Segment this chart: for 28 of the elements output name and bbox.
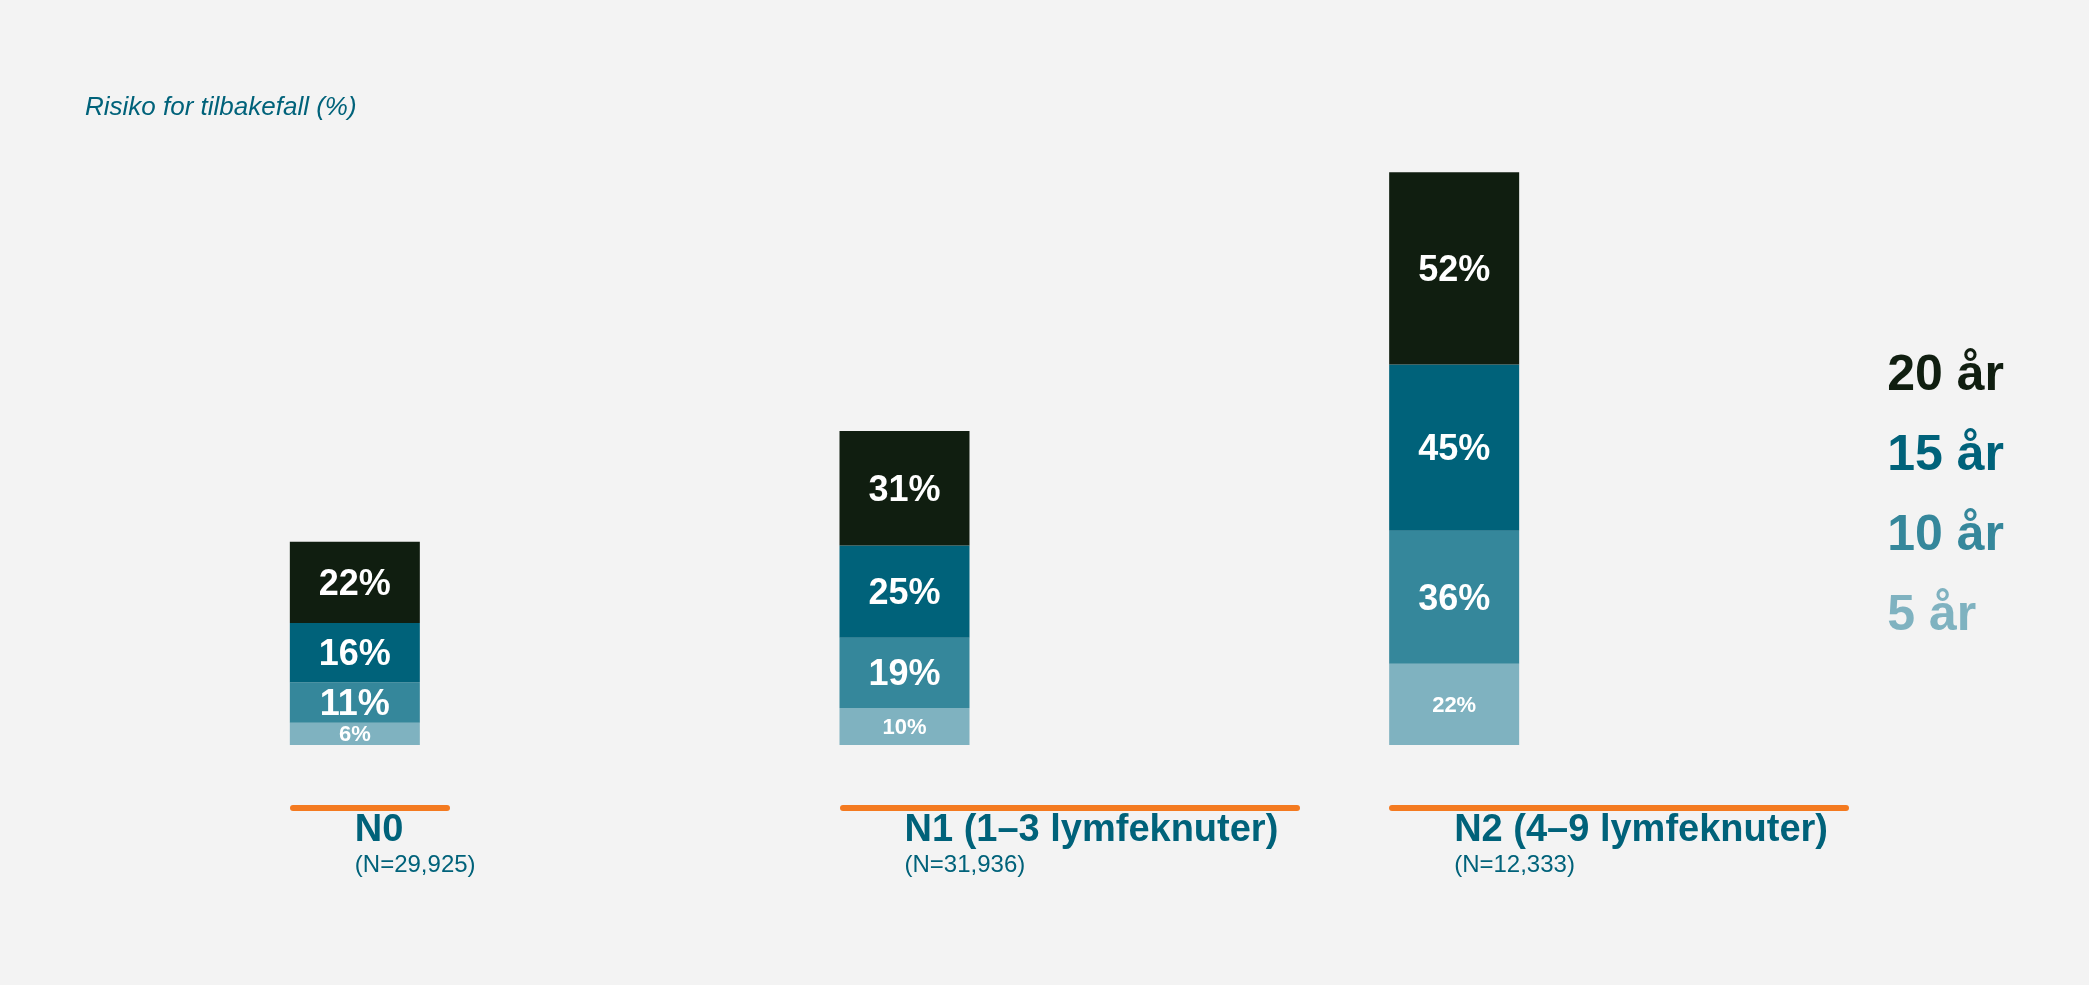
bar [839, 708, 970, 745]
bar [1389, 364, 1520, 531]
bar [1389, 530, 1520, 664]
x-tick-label: N0 (N=29,925) [354, 807, 476, 877]
data-label: 11% [319, 682, 390, 724]
y-axis-title: Risiko for tilbakefall (%) [85, 91, 357, 121]
x-tick-label: N2 (4–9 lymfeknuter) (N=12,333) [1454, 807, 1828, 877]
text: 5 år [1887, 584, 1977, 641]
bar [839, 545, 970, 638]
bar [839, 430, 970, 546]
bar [1389, 172, 1520, 365]
data-label: 52% [1418, 247, 1491, 289]
text: 20 år [1887, 344, 2005, 401]
data-label: 25% [868, 571, 941, 613]
data-label: 22% [1432, 691, 1477, 717]
data-label: 19% [868, 652, 941, 694]
data-label: 31% [868, 467, 941, 509]
data-label: 45% [1418, 427, 1491, 469]
data-label: 36% [1418, 576, 1491, 618]
data-label: 16% [318, 632, 391, 674]
x-tick-label: N1 (1–3 lymfeknuter) (N=31,936) [904, 807, 1279, 877]
data-label: 10% [882, 714, 927, 740]
text: 10 år [1887, 504, 2005, 561]
data-label: 6% [338, 721, 371, 747]
bar [1389, 663, 1520, 745]
bar [289, 541, 420, 624]
data-label: 22% [318, 561, 391, 603]
text: 15 år [1887, 424, 2005, 481]
